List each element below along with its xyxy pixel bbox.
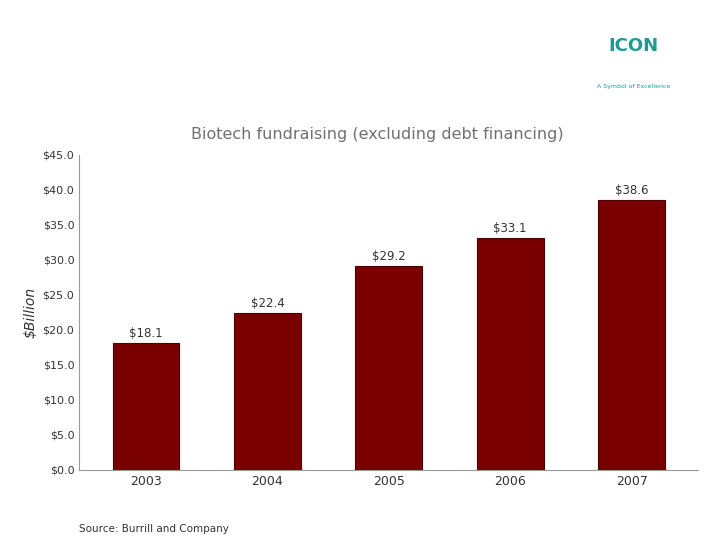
Bar [112, 343, 179, 470]
Text: Source: Burrill and Company: Source: Burrill and Company [79, 523, 229, 534]
Text: A Symbol of Excellence: A Symbol of Excellence [597, 84, 670, 89]
Bar [234, 313, 301, 470]
Text: THE JOURNEY: THE JOURNEY [36, 38, 142, 52]
Text: $22.4: $22.4 [251, 298, 284, 310]
Text: US Biotech Funding Environment continued to grow: US Biotech Funding Environment continued… [18, 128, 424, 141]
Text: Biotech fundraising (excluding debt financing): Biotech fundraising (excluding debt fina… [191, 127, 563, 143]
Bar [356, 266, 422, 470]
Text: $33.1: $33.1 [493, 222, 527, 235]
Text: CONTINUES: CONTINUES [36, 71, 171, 91]
Text: $29.2: $29.2 [372, 249, 405, 263]
Bar [477, 238, 544, 470]
Text: $38.6: $38.6 [615, 184, 649, 197]
Text: $18.1: $18.1 [129, 327, 163, 340]
Y-axis label: $Billion: $Billion [23, 287, 37, 338]
Bar [598, 200, 665, 470]
Bar [562, 12, 706, 108]
Text: ICON: ICON [608, 37, 659, 55]
